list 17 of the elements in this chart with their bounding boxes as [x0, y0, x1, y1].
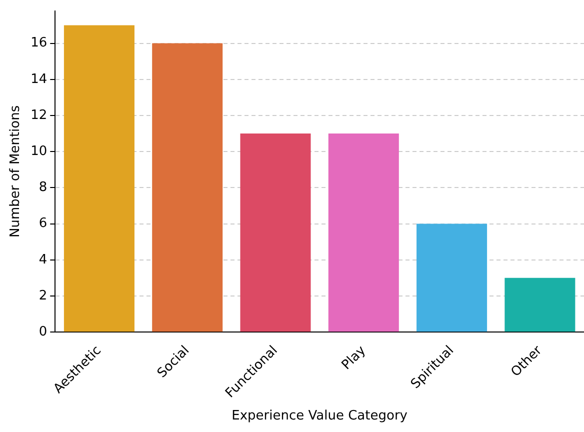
y-axis-title: Number of Mentions: [8, 105, 24, 238]
y-tick-label: 14: [30, 72, 48, 87]
y-tick-label: 10: [30, 144, 48, 159]
y-tick-label: 2: [38, 288, 48, 304]
bar: [504, 278, 576, 332]
y-tick-label: 8: [38, 180, 48, 196]
y-tick-label: 0: [38, 324, 48, 340]
bar: [416, 224, 488, 332]
bar: [328, 134, 399, 332]
bar: [152, 43, 223, 332]
y-tick-label: 6: [38, 216, 48, 232]
bar: [240, 134, 311, 332]
y-tick-label: 4: [38, 252, 48, 268]
y-tick-label: 16: [30, 36, 48, 51]
bar: [64, 25, 134, 332]
x-axis-title: Experience Value Category: [232, 408, 408, 424]
y-tick-label: 12: [30, 108, 48, 123]
